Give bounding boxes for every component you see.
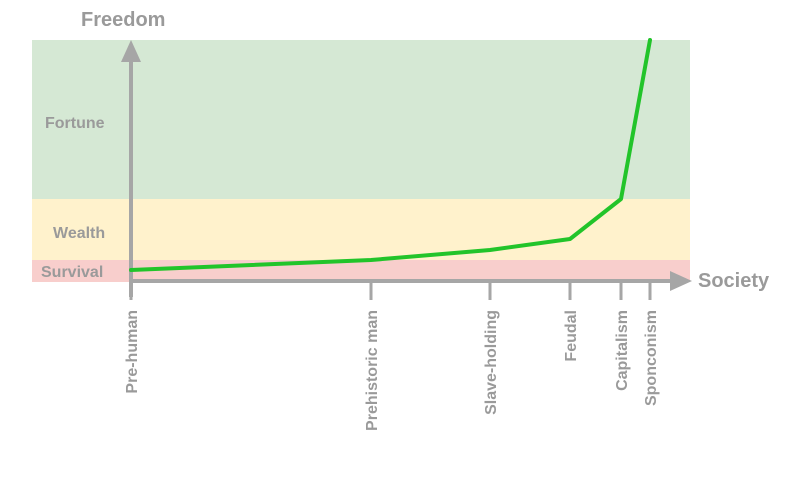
stage-label-capitalism: Capitalism	[614, 310, 631, 391]
band-label-fortune: Fortune	[45, 115, 105, 132]
stage-label-sponconism: Sponconism	[643, 310, 660, 406]
stage-label-feudal: Feudal	[563, 310, 580, 362]
stage-label-slave-holding: Slave-holding	[483, 310, 500, 415]
stage-label-prehistoric-man: Prehistoric man	[364, 310, 381, 431]
stage-label-pre-human: Pre-human	[124, 310, 141, 394]
x-axis-title: Society	[698, 270, 770, 292]
band-label-survival: Survival	[41, 264, 103, 281]
y-axis-title: Freedom	[81, 9, 165, 31]
band-label-wealth: Wealth	[53, 225, 105, 242]
